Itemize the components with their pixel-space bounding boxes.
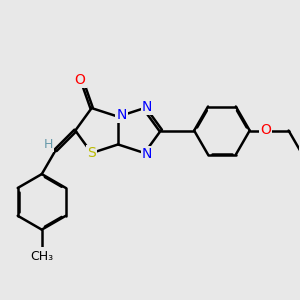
Text: H: H (44, 138, 53, 151)
Text: S: S (87, 146, 96, 160)
Text: O: O (260, 123, 271, 137)
Text: N: N (142, 100, 152, 114)
Text: CH₃: CH₃ (30, 250, 53, 263)
Text: O: O (75, 74, 86, 88)
Text: N: N (142, 147, 152, 161)
Text: N: N (116, 108, 127, 122)
